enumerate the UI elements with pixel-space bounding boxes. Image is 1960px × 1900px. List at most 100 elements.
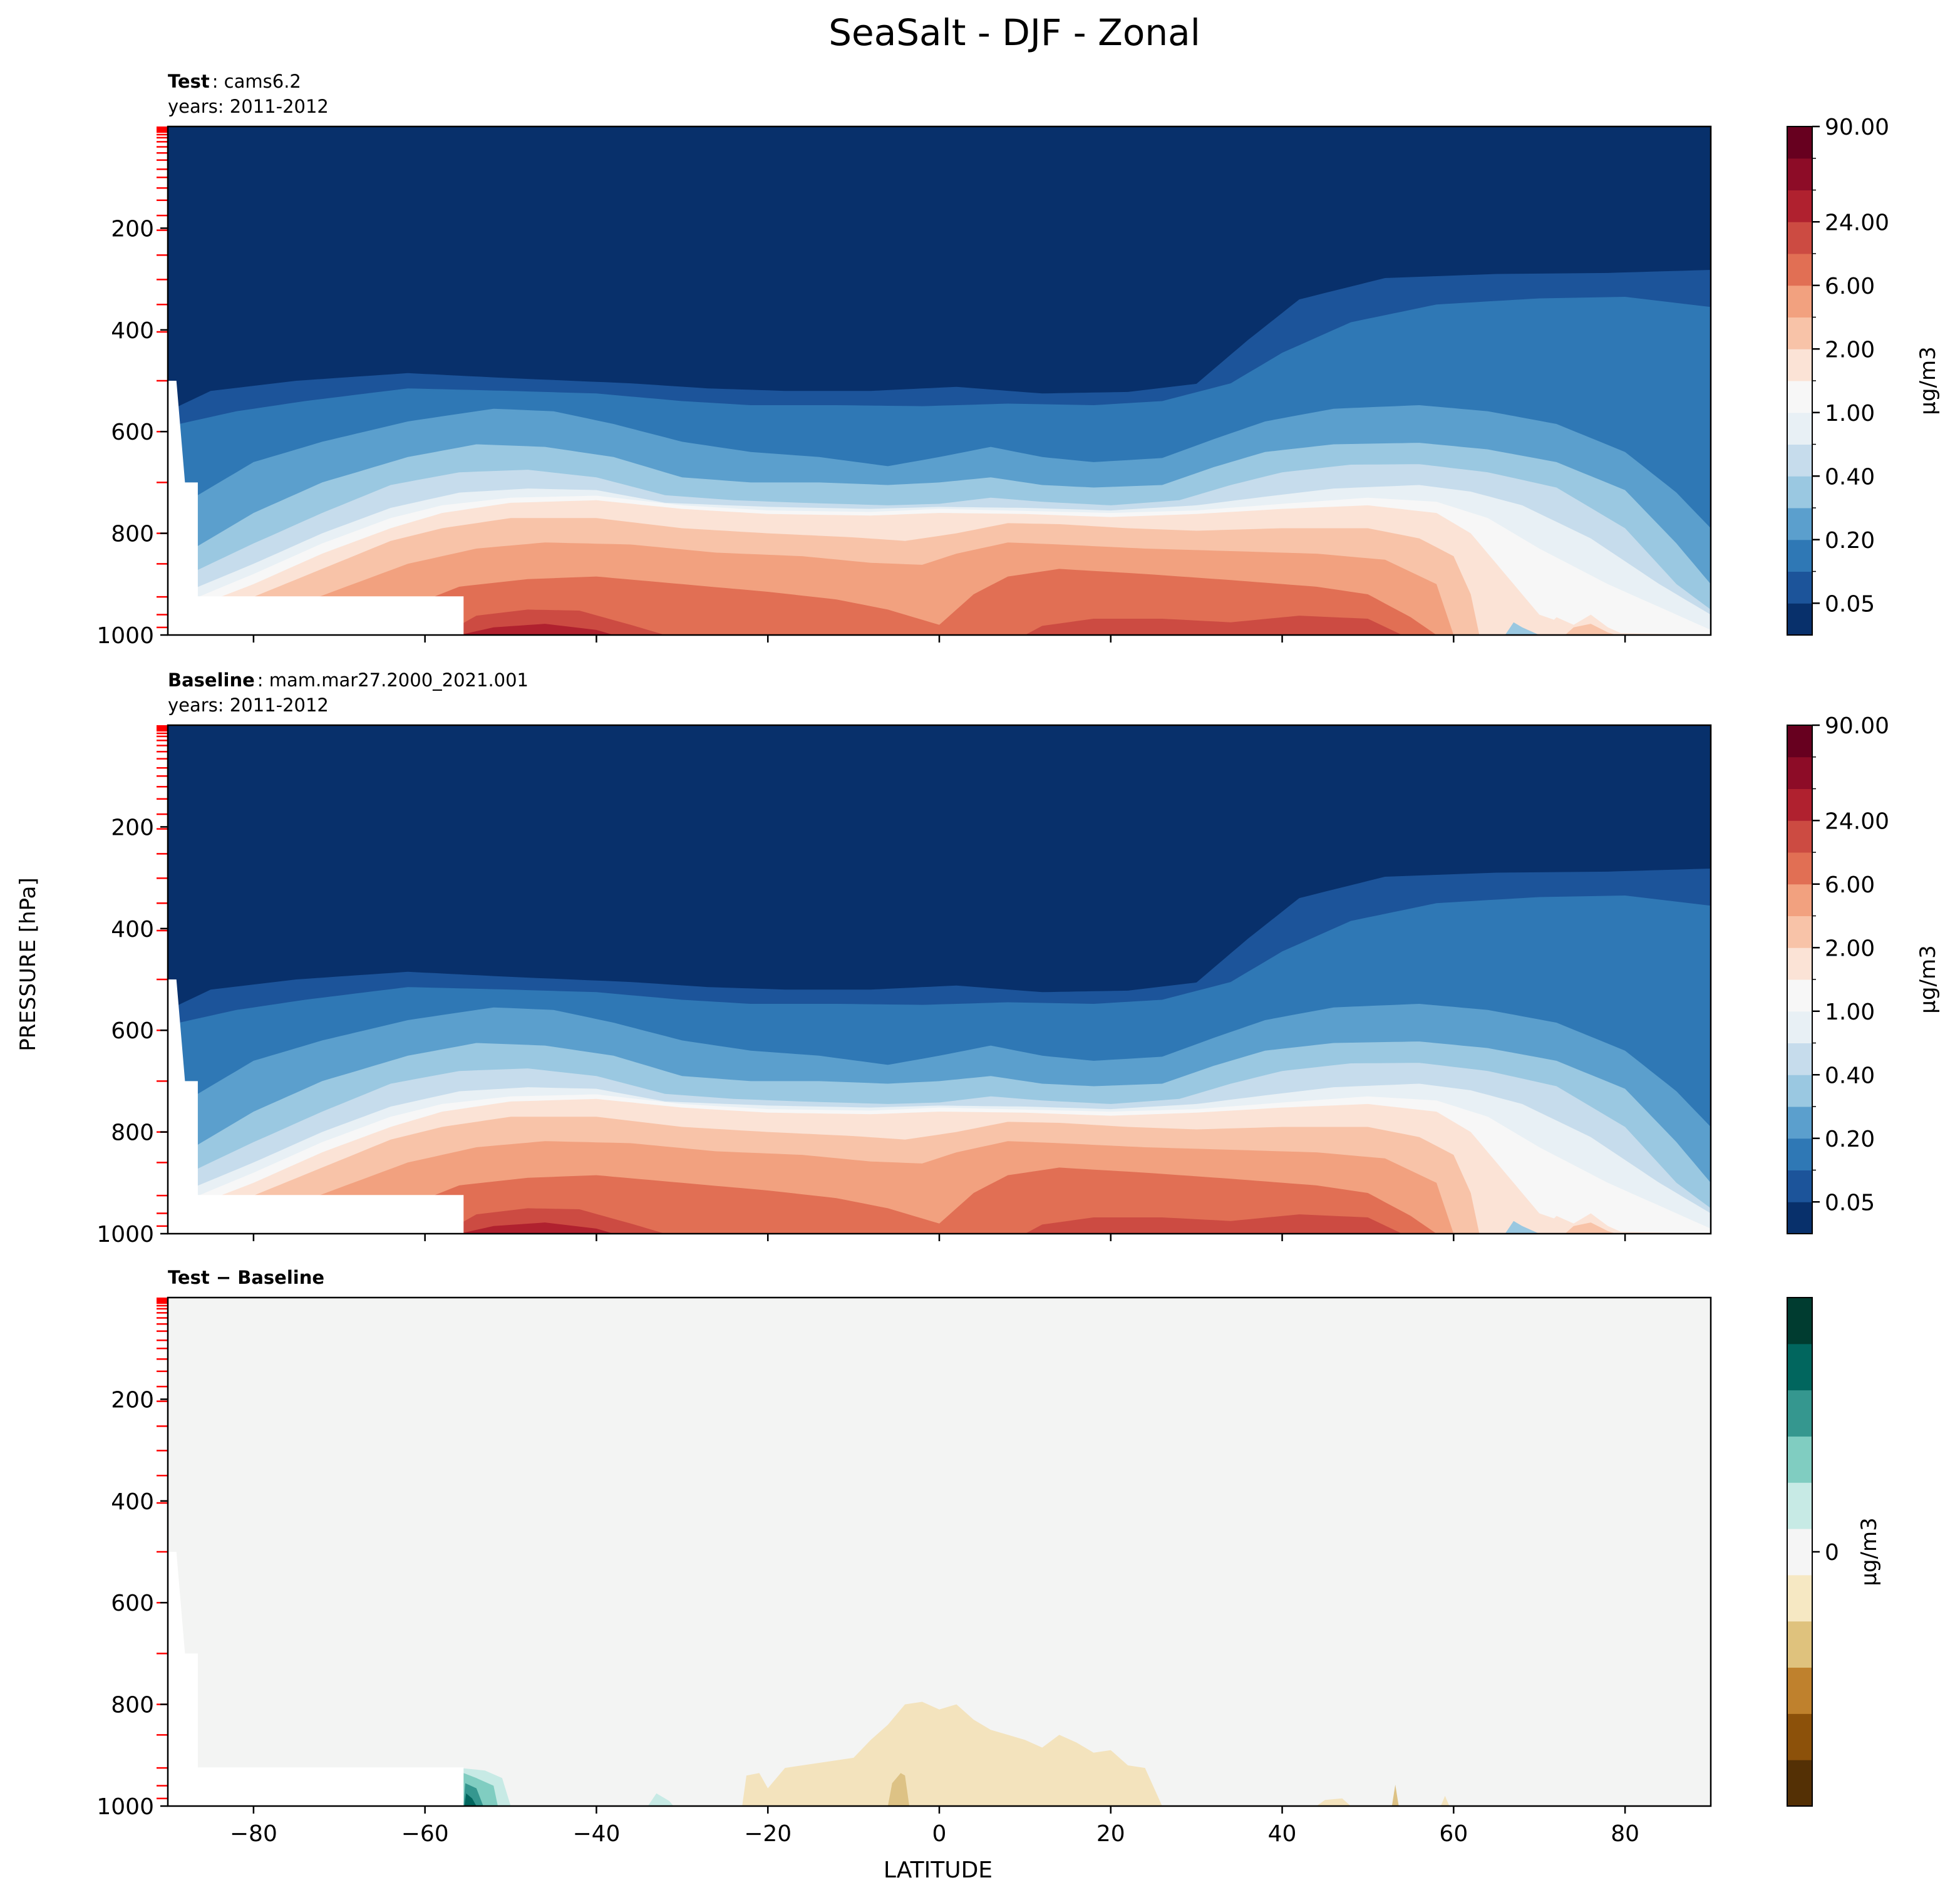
colorbar-segment xyxy=(1787,539,1812,572)
colorbar-segment xyxy=(1787,1574,1812,1622)
x-tick-label: 40 xyxy=(1268,1821,1297,1847)
colorbar-segment xyxy=(1787,884,1812,916)
y-tick-label: 1000 xyxy=(96,1222,154,1247)
x-ticks xyxy=(252,635,1626,643)
contour-level-13 xyxy=(168,624,1711,635)
model-level-tick-cluster xyxy=(157,126,168,132)
colorbar-segment xyxy=(1787,349,1812,381)
colorbar-tick-label: 0.40 xyxy=(1825,1063,1875,1088)
contour-feature-0 xyxy=(1316,1798,1351,1806)
colorbar-tick-label: 2.00 xyxy=(1825,936,1875,961)
panel-label-bold: Test − Baseline xyxy=(168,1267,324,1288)
colorbar-segment xyxy=(1787,979,1812,1012)
colorbar-tick-label: 6.00 xyxy=(1825,872,1875,898)
colorbar-segment xyxy=(1787,1482,1812,1529)
colorbar-segment xyxy=(1787,1436,1812,1483)
colorbar-segment xyxy=(1787,254,1812,286)
colorbar-segment xyxy=(1787,571,1812,604)
contour-feature-7 xyxy=(464,1793,477,1806)
figure-title: SeaSalt - DJF - Zonal xyxy=(828,11,1200,54)
colorbar-segment xyxy=(1787,1621,1812,1668)
colorbar-tick-label: 0.40 xyxy=(1825,464,1875,490)
colorbar-segment xyxy=(1787,1667,1812,1714)
colorbar-tick-label: 1.00 xyxy=(1825,401,1875,426)
colorbar-segment xyxy=(1787,916,1812,948)
panel-label-bold: Baseline xyxy=(168,669,255,691)
colorbar-segment xyxy=(1787,476,1812,509)
colorbar-segment xyxy=(1787,1298,1812,1345)
contour-feature-2 xyxy=(1565,624,1617,635)
colorbar-segment xyxy=(1787,444,1812,477)
colorbar-segment xyxy=(1787,1343,1812,1391)
colorbar-segment xyxy=(1787,1390,1812,1437)
model-level-ticks xyxy=(157,1298,168,1800)
colorbar-segment xyxy=(1787,285,1812,318)
model-level-ticks xyxy=(157,725,168,1227)
colorbar-segment xyxy=(1787,158,1812,190)
colorbar-segment xyxy=(1787,1760,1812,1807)
y-tick-label: 800 xyxy=(111,522,154,547)
colorbar-tick-label: 90.00 xyxy=(1825,713,1889,739)
colorbar-tick-label: 24.00 xyxy=(1825,808,1889,834)
colorbar-segment xyxy=(1787,1713,1812,1760)
colorbar-segment xyxy=(1787,317,1812,349)
colorbar-tick-label: 0.20 xyxy=(1825,528,1875,554)
panel-years: years: 2011-2012 xyxy=(168,694,329,716)
colorbar-label: μg/m3 xyxy=(1916,346,1941,415)
colorbar-tick-label: 0 xyxy=(1825,1540,1839,1566)
colorbar-segment xyxy=(1787,126,1812,159)
model-level-tick-cluster xyxy=(157,1298,168,1303)
colorbar-segment xyxy=(1787,222,1812,254)
colorbar-segment xyxy=(1787,852,1812,885)
x-tick-label: 80 xyxy=(1611,1821,1639,1847)
contour-feature-1 xyxy=(1539,1213,1626,1234)
colorbar-tick-label: 24.00 xyxy=(1825,210,1889,235)
y-tick-label: 200 xyxy=(111,1387,154,1413)
contour-feature-1 xyxy=(1391,1784,1399,1806)
colorbar-segment xyxy=(1787,820,1812,853)
colorbar-segment xyxy=(1787,1170,1812,1202)
x-tick-label: −60 xyxy=(401,1821,449,1847)
colorbar-label: μg/m3 xyxy=(1916,945,1941,1013)
x-axis-label: LATITUDE xyxy=(884,1857,993,1883)
terrain-mask xyxy=(168,1552,464,1806)
panel-test: Test : cams6.2 years: 2011-2012 200 400 60… xyxy=(96,71,1941,649)
colorbar-tick-label: 6.00 xyxy=(1825,274,1875,299)
colorbar-segment xyxy=(1787,1075,1812,1107)
colorbar-segment xyxy=(1787,190,1812,222)
x-tick-label: 0 xyxy=(932,1821,947,1847)
y-tick-label: 600 xyxy=(111,1018,154,1044)
colorbar-tick-label: 0.05 xyxy=(1825,1190,1875,1216)
x-tick-label: −20 xyxy=(744,1821,792,1847)
terrain-mask xyxy=(168,979,464,1234)
contour-field xyxy=(168,1298,1711,1806)
colorbar-segment xyxy=(1787,1138,1812,1170)
contour-level-13 xyxy=(168,1222,1711,1234)
contour-feature-0 xyxy=(1505,1221,1540,1234)
y-tick-label: 200 xyxy=(111,815,154,840)
y-tick-label: 1000 xyxy=(96,1794,154,1820)
y-tick-label: 400 xyxy=(111,917,154,942)
colorbar: 0.05 0.20 0.40 1.00 2.00 6.00 24.00 90.00 μg/m3 xyxy=(1787,713,1941,1234)
colorbar-segment xyxy=(1787,947,1812,980)
colorbar-segment xyxy=(1787,381,1812,413)
colorbar: 0 μg/m3 xyxy=(1787,1297,1882,1807)
y-tick-label: 1000 xyxy=(96,623,154,649)
y-ticks: 200 400 600 800 1000 xyxy=(96,815,168,1247)
colorbar-segment xyxy=(1787,756,1812,789)
panel-label-bold: Test xyxy=(168,71,210,92)
y-ticks: 200 400 600 800 1000 xyxy=(96,1387,168,1820)
y-tick-label: 200 xyxy=(111,216,154,242)
x-tick-label: 60 xyxy=(1439,1821,1468,1847)
x-tick-label: −40 xyxy=(572,1821,620,1847)
colorbar-segment xyxy=(1787,603,1812,636)
colorbar-tick-label: 2.00 xyxy=(1825,337,1875,363)
contour-negative-light xyxy=(742,1701,1162,1806)
colorbar: 0.05 0.20 0.40 1.00 2.00 6.00 24.00 90.00 μg/m3 xyxy=(1787,115,1941,636)
y-tick-label: 800 xyxy=(111,1693,154,1718)
contour-feature-0 xyxy=(1505,622,1540,635)
y-tick-label: 800 xyxy=(111,1120,154,1146)
colorbar-segment xyxy=(1787,1107,1812,1139)
contour-feature-2 xyxy=(1440,1795,1450,1806)
colorbar-segment xyxy=(1787,788,1812,821)
